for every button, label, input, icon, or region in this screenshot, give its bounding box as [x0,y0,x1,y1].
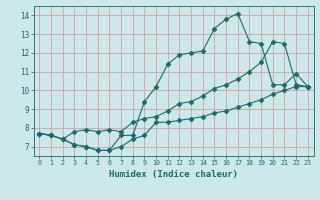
X-axis label: Humidex (Indice chaleur): Humidex (Indice chaleur) [109,170,238,179]
